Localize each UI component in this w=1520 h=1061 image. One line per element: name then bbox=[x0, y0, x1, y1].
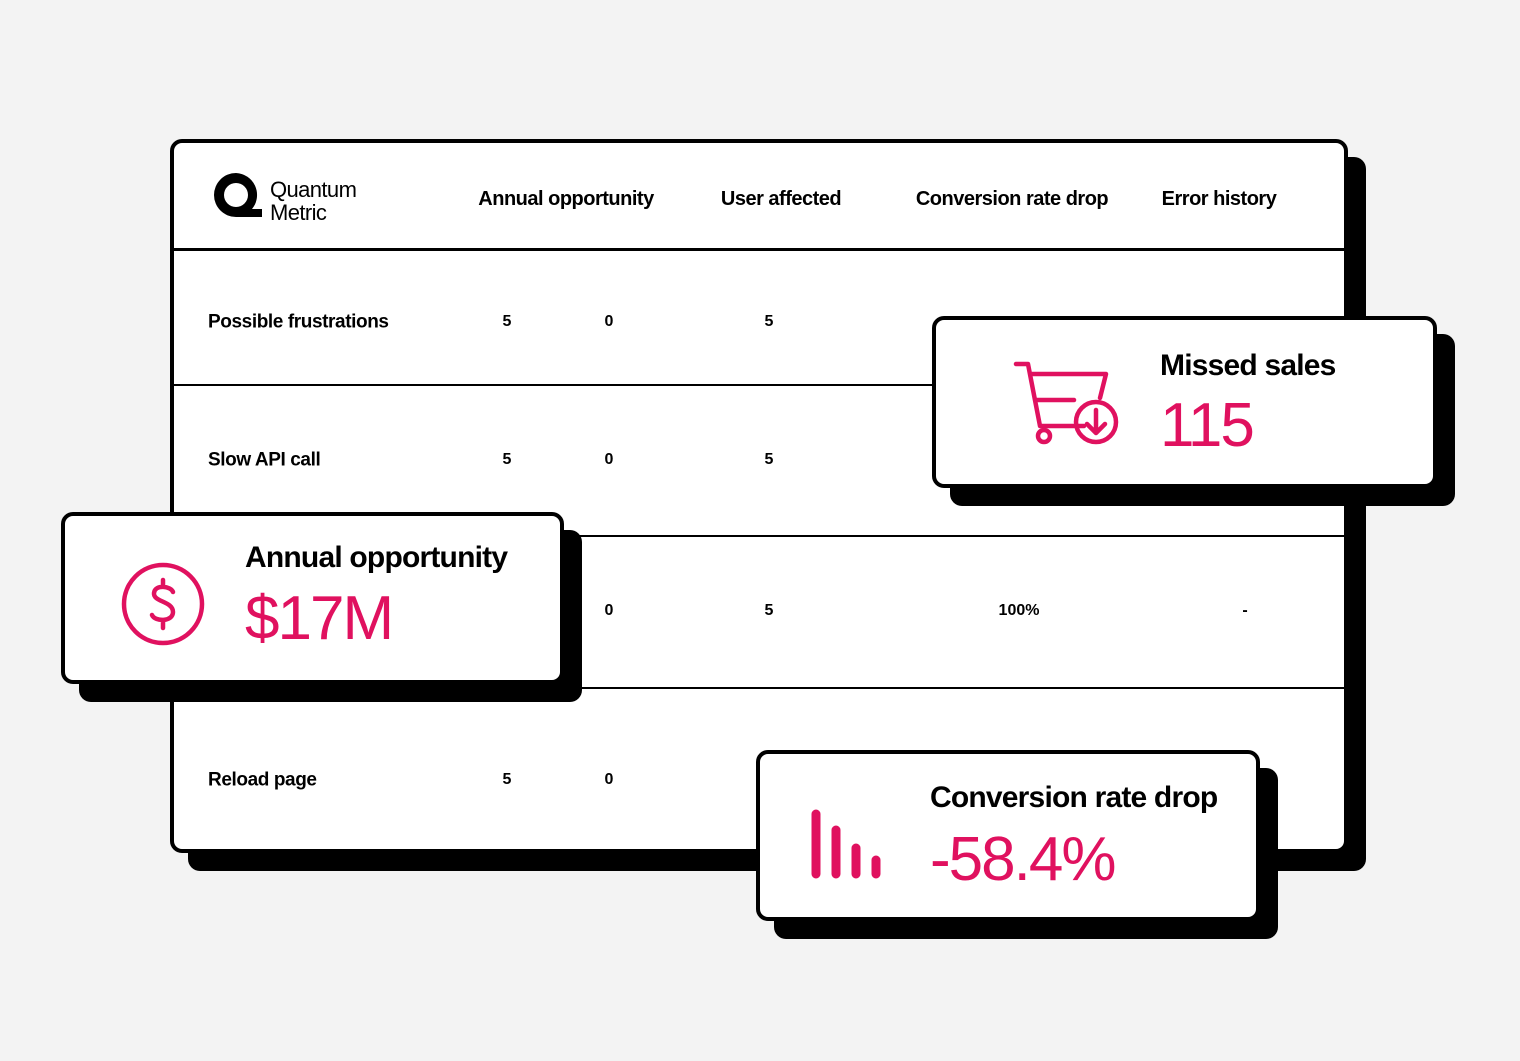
column-header: User affected bbox=[720, 188, 842, 210]
conversion-card: Conversion rate drop -58.4% bbox=[756, 750, 1260, 921]
logo-text: Quantum bbox=[270, 177, 357, 202]
column-header: Conversion rate drop bbox=[915, 188, 1109, 210]
cell-value: 100% bbox=[998, 602, 1040, 619]
cell-value: 5 bbox=[764, 313, 774, 330]
dollar-icon bbox=[121, 562, 205, 646]
table-panel: Quantum Metric Annual opportunity User a… bbox=[170, 139, 1348, 853]
cell-value: 0 bbox=[604, 313, 614, 330]
bars-icon bbox=[811, 809, 881, 879]
header-divider bbox=[174, 248, 1344, 251]
cell-value: 5 bbox=[502, 451, 512, 468]
card-value: -58.4% bbox=[930, 825, 1116, 894]
cell-value: 5 bbox=[502, 771, 512, 788]
card-title: Annual opportunity bbox=[245, 541, 508, 574]
cell-value: 0 bbox=[604, 771, 614, 788]
card-value: $17M bbox=[245, 584, 394, 653]
cell-value: - bbox=[1242, 602, 1248, 619]
row-divider bbox=[174, 687, 1344, 689]
logo-mark bbox=[214, 173, 262, 217]
annual-opportunity-card: Annual opportunity $17M bbox=[61, 512, 564, 684]
card-title: Conversion rate drop bbox=[930, 781, 1218, 814]
row-label: Slow API call bbox=[208, 449, 321, 471]
missed-sales-card: Missed sales 115 bbox=[932, 316, 1437, 488]
cell-value: 5 bbox=[502, 313, 512, 330]
card-title: Missed sales bbox=[1160, 349, 1336, 382]
row-label: Reload page bbox=[208, 769, 317, 791]
row-label: Possible frustrations bbox=[208, 311, 389, 333]
cell-value: 5 bbox=[764, 451, 774, 468]
cart-icon bbox=[1013, 361, 1119, 445]
card-value: 115 bbox=[1160, 391, 1255, 460]
column-header: Error history bbox=[1161, 188, 1277, 210]
column-header: Annual opportunity bbox=[478, 188, 654, 210]
row-divider bbox=[174, 535, 1344, 537]
cell-value: 0 bbox=[604, 602, 614, 619]
cell-value: 5 bbox=[764, 602, 774, 619]
row-divider bbox=[174, 384, 1344, 386]
logo-text: Metric bbox=[270, 200, 327, 225]
cell-value: 0 bbox=[604, 451, 614, 468]
